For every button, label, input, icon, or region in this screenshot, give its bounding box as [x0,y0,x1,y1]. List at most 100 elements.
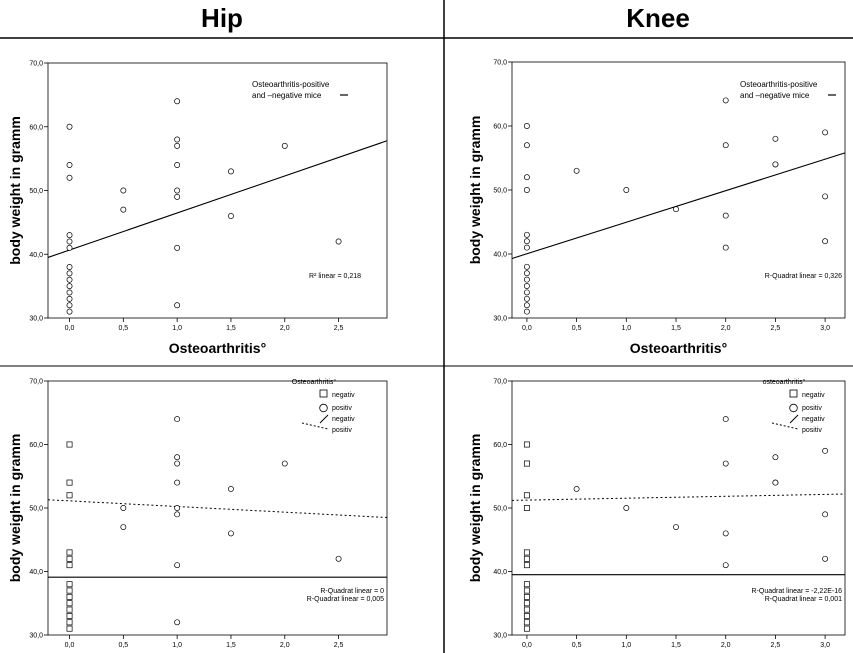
x-axis-label: Osteoarthritis° [630,340,727,356]
point-positive [822,447,829,454]
point-positive [573,486,580,492]
x-tick-label: 3,0 [820,325,830,332]
point-positive [772,454,779,461]
legend-solid-line [789,414,799,424]
x-tick-label: 1,0 [172,325,182,332]
x-tick-label: 2,5 [334,325,344,332]
point-positive [66,295,73,302]
y-tick-label: 70,0 [29,61,43,68]
y-axis-label: body weight in gramm [7,116,23,265]
y-tick-label: 50,0 [29,188,43,195]
point-positive [120,206,127,213]
knee-grouped-chart: 30,0 40,0 50,0 60,0 70,0 0,0 0,5 1,0 1,5 2,0 2,5 3,… [467,378,846,649]
point-positive [228,486,234,492]
point-negative [66,549,73,556]
r-squared-annotation: R-Quadrat linear = 0,326 [765,273,842,280]
point-negative [523,612,530,619]
y-tick-label: 30,0 [493,316,507,323]
point-negative [523,562,530,569]
x-tick-label: 1,0 [621,325,631,332]
legend-dotted-line [771,422,799,430]
y-tick-label: 40,0 [493,569,507,576]
hip-header: Hip [201,3,243,33]
point-positive [722,244,729,251]
r-squared-annotation: R-Quadrat linear = 0,005 [307,596,384,603]
point-negative [523,606,530,613]
point-positive [66,283,73,290]
legend-entry: negativ [802,392,825,399]
point-negative [523,505,530,511]
legend-text: and –negative mice [252,91,322,100]
x-axis-label: Osteoarthritis° [169,340,266,356]
x-tick-label: 1,5 [671,642,681,649]
point-positive [174,479,181,486]
legend-entry: positiv [332,427,352,434]
point-positive [523,283,530,289]
hip-grouped-chart: 30,0 40,0 50,0 60,0 70,0 0,0 0,5 1,0 1,5 2,0 2,5 bo… [7,378,388,649]
x-tick-label: 1,0 [172,642,182,649]
point-positive [722,416,729,423]
x-tick-label: 0,0 [522,642,532,649]
point-positive [722,142,729,149]
point-positive [174,142,181,149]
point-positive [281,460,288,467]
point-positive [174,162,181,168]
x-tick-label: 1,5 [671,325,681,332]
point-negative [66,593,73,600]
x-tick-label: 0,5 [118,642,128,649]
point-negative [66,555,73,562]
point-positive [174,244,181,251]
point-positive [822,511,829,518]
point-positive [523,289,530,296]
point-positive [174,562,181,569]
point-positive [66,123,73,130]
y-tick-label: 30,0 [29,633,43,640]
point-positive [722,530,729,537]
point-positive [523,174,530,181]
plot-frame [511,380,846,636]
point-positive [174,511,181,518]
hip-osteoarthritis-chart: 30,0 40,0 50,0 60,0 70,0 0,0 0,5 1,0 1,5 2,0 2,5 bo… [7,61,388,356]
y-tick-label: 40,0 [29,569,43,576]
point-positive [174,619,181,626]
legend-entry: negativ [332,392,355,399]
point-negative [66,606,73,613]
point-positive [66,232,73,239]
y-tick-label: 50,0 [493,188,507,195]
point-positive [66,174,73,181]
y-tick-label: 60,0 [29,124,43,131]
y-tick-label: 70,0 [493,379,507,386]
point-positive [66,270,73,277]
legend-solid-line [319,414,329,424]
point-negative [523,555,530,562]
point-positive [623,505,630,511]
point-positive [228,213,234,219]
y-tick-label: 60,0 [493,124,507,131]
point-positive [523,123,530,129]
point-positive [174,454,181,461]
point-positive [523,302,530,309]
point-positive [174,193,181,200]
point-negative [66,612,73,619]
x-tick-label: 2,5 [771,325,781,332]
x-tick-label: 1,5 [226,642,236,649]
point-positive [281,142,288,149]
point-negative [66,600,73,607]
point-positive [623,187,630,193]
legend-entry: positiv [332,405,352,412]
x-tick-label: 2,0 [721,325,731,332]
x-tick-label: 2,0 [280,325,290,332]
point-positive [228,168,234,175]
y-tick-label: 50,0 [29,506,43,513]
point-positive [120,505,127,511]
y-tick-label: 70,0 [29,379,43,386]
point-positive [174,302,181,309]
point-positive [523,295,530,302]
point-positive [523,270,530,277]
point-positive [523,263,530,270]
x-tick-label: 0,5 [572,642,582,649]
legend-text: and –negative mice [740,91,810,100]
y-tick-label: 40,0 [29,252,43,259]
r-squared-annotation: R-Quadrat linear = 0,001 [765,596,842,603]
point-positive [335,238,342,245]
